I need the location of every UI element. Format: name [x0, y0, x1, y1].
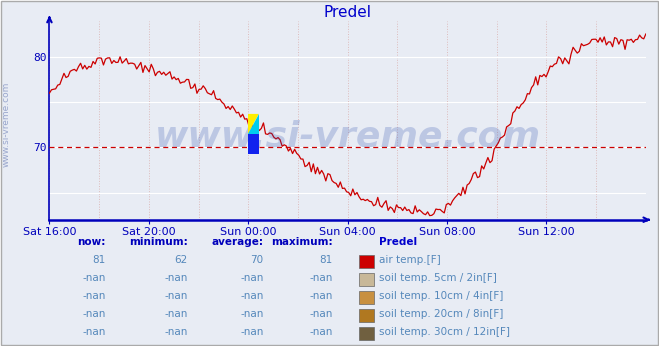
Text: -nan: -nan: [241, 309, 264, 319]
Text: -nan: -nan: [82, 327, 105, 337]
Text: -nan: -nan: [241, 327, 264, 337]
Text: 62: 62: [175, 255, 188, 265]
Text: -nan: -nan: [165, 273, 188, 283]
Title: Predel: Predel: [324, 4, 372, 20]
Text: -nan: -nan: [241, 345, 264, 346]
Text: www.si-vreme.com: www.si-vreme.com: [2, 82, 11, 167]
Text: -nan: -nan: [310, 291, 333, 301]
Text: -nan: -nan: [165, 327, 188, 337]
Text: -nan: -nan: [310, 327, 333, 337]
Text: minimum:: minimum:: [129, 237, 188, 247]
Text: -nan: -nan: [82, 309, 105, 319]
Polygon shape: [248, 114, 259, 134]
Text: soil temp. 30cm / 12in[F]: soil temp. 30cm / 12in[F]: [379, 327, 510, 337]
Text: 70: 70: [250, 255, 264, 265]
Polygon shape: [248, 114, 259, 134]
Text: air temp.[F]: air temp.[F]: [379, 255, 441, 265]
Text: -nan: -nan: [310, 273, 333, 283]
Text: -nan: -nan: [241, 291, 264, 301]
Text: -nan: -nan: [165, 291, 188, 301]
Text: maximum:: maximum:: [271, 237, 333, 247]
Text: -nan: -nan: [310, 345, 333, 346]
Bar: [248, 134, 259, 154]
Text: now:: now:: [77, 237, 105, 247]
Text: soil temp. 50cm / 20in[F]: soil temp. 50cm / 20in[F]: [379, 345, 510, 346]
Text: Predel: Predel: [379, 237, 417, 247]
Text: soil temp. 20cm / 8in[F]: soil temp. 20cm / 8in[F]: [379, 309, 503, 319]
Text: -nan: -nan: [165, 345, 188, 346]
Text: -nan: -nan: [82, 273, 105, 283]
Text: -nan: -nan: [310, 309, 333, 319]
Text: -nan: -nan: [82, 345, 105, 346]
Text: -nan: -nan: [82, 291, 105, 301]
Text: soil temp. 10cm / 4in[F]: soil temp. 10cm / 4in[F]: [379, 291, 503, 301]
Text: average:: average:: [212, 237, 264, 247]
Text: -nan: -nan: [241, 273, 264, 283]
Text: www.si-vreme.com: www.si-vreme.com: [155, 119, 540, 153]
Text: 81: 81: [320, 255, 333, 265]
Text: -nan: -nan: [165, 309, 188, 319]
Text: 81: 81: [92, 255, 105, 265]
Text: soil temp. 5cm / 2in[F]: soil temp. 5cm / 2in[F]: [379, 273, 497, 283]
